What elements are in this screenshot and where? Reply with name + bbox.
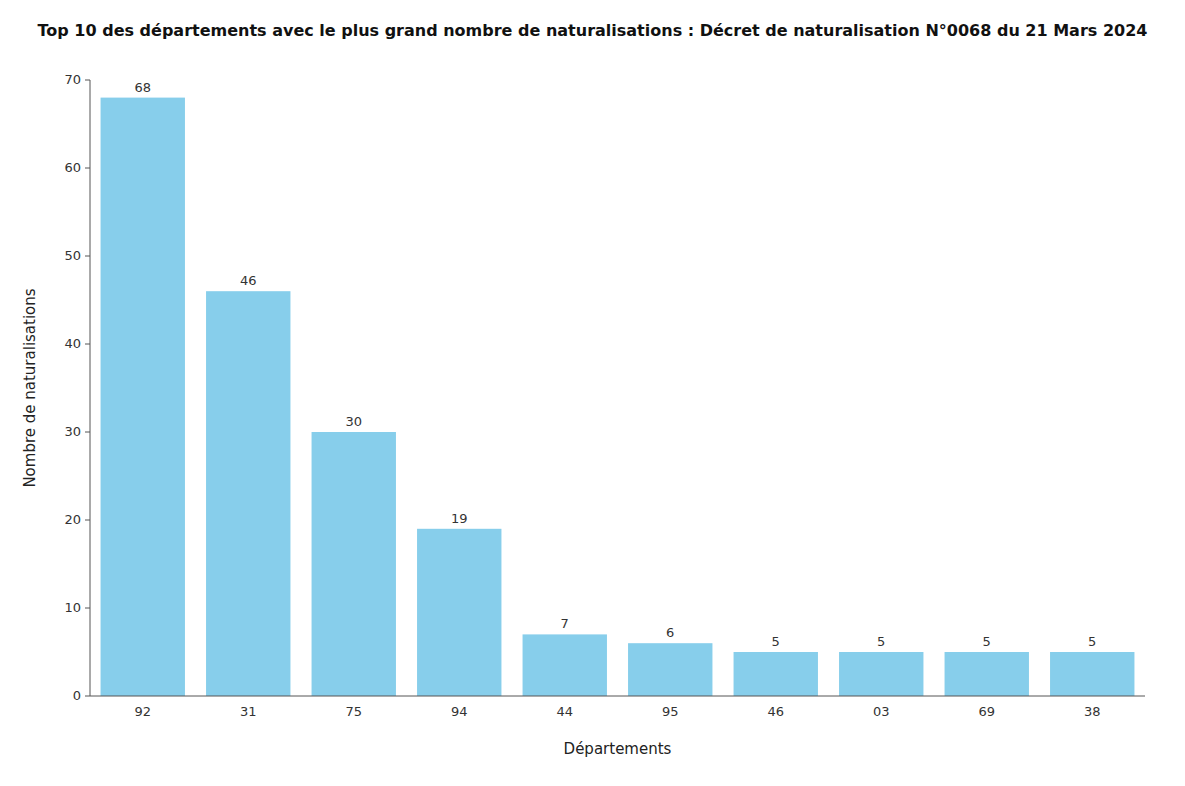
y-axis: 0 10 20 30 40 50 60 70 <box>64 72 90 703</box>
data-label: 68 <box>134 80 151 95</box>
y-axis-line <box>90 80 91 696</box>
bar <box>1050 652 1134 696</box>
bar <box>628 643 712 696</box>
x-tick-label: 46 <box>767 704 784 719</box>
chart-title: Top 10 des départements avec le plus gra… <box>38 21 1148 40</box>
y-tick <box>85 432 90 433</box>
x-tick-label: 94 <box>451 704 468 719</box>
data-label: 46 <box>240 273 257 288</box>
y-tick-label: 50 <box>64 248 81 263</box>
y-tick <box>85 520 90 521</box>
data-label: 19 <box>451 511 468 526</box>
data-label: 5 <box>877 634 885 649</box>
y-tick <box>85 168 90 169</box>
y-axis-title: Nombre de naturalisations <box>21 288 39 487</box>
bar <box>523 634 607 696</box>
bar <box>734 652 818 696</box>
chart-container: 6846301976555501020304050607092317594449… <box>0 0 1185 786</box>
data-label: 5 <box>772 634 780 649</box>
y-tick-label: 40 <box>64 336 81 351</box>
y-tick-label: 70 <box>64 72 81 87</box>
bar <box>839 652 923 696</box>
x-axis-line <box>90 696 1145 697</box>
y-tick <box>85 696 90 697</box>
data-label: 5 <box>983 634 991 649</box>
x-tick-label: 31 <box>240 704 257 719</box>
x-tick-label: 69 <box>978 704 995 719</box>
x-axis: 92 31 75 94 44 95 46 03 69 38 <box>90 696 1145 719</box>
bar <box>945 652 1029 696</box>
x-tick-label: 38 <box>1084 704 1101 719</box>
y-tick <box>85 80 90 81</box>
y-tick-label: 60 <box>64 160 81 175</box>
y-tick <box>85 256 90 257</box>
bar <box>312 432 396 696</box>
data-label: 7 <box>561 616 569 631</box>
y-tick <box>85 608 90 609</box>
y-tick-label: 30 <box>64 424 81 439</box>
data-labels: 68 46 30 19 7 6 5 5 5 5 <box>134 80 1096 649</box>
x-tick-label: 95 <box>662 704 679 719</box>
chart-svg: 6846301976555501020304050607092317594449… <box>0 0 1185 786</box>
x-axis-title: Départements <box>564 740 672 758</box>
data-label: 6 <box>666 625 674 640</box>
y-tick-label: 0 <box>73 688 81 703</box>
bar <box>417 529 501 696</box>
data-label: 5 <box>1088 634 1096 649</box>
x-tick-label: 92 <box>134 704 151 719</box>
y-tick-label: 20 <box>64 512 81 527</box>
y-tick <box>85 344 90 345</box>
bars <box>101 98 1135 696</box>
x-tick-label: 03 <box>873 704 890 719</box>
y-tick-label: 10 <box>64 600 81 615</box>
bar <box>206 291 290 696</box>
data-label: 30 <box>345 414 362 429</box>
x-tick-label: 75 <box>345 704 362 719</box>
bar <box>101 98 185 696</box>
x-tick-label: 44 <box>556 704 573 719</box>
